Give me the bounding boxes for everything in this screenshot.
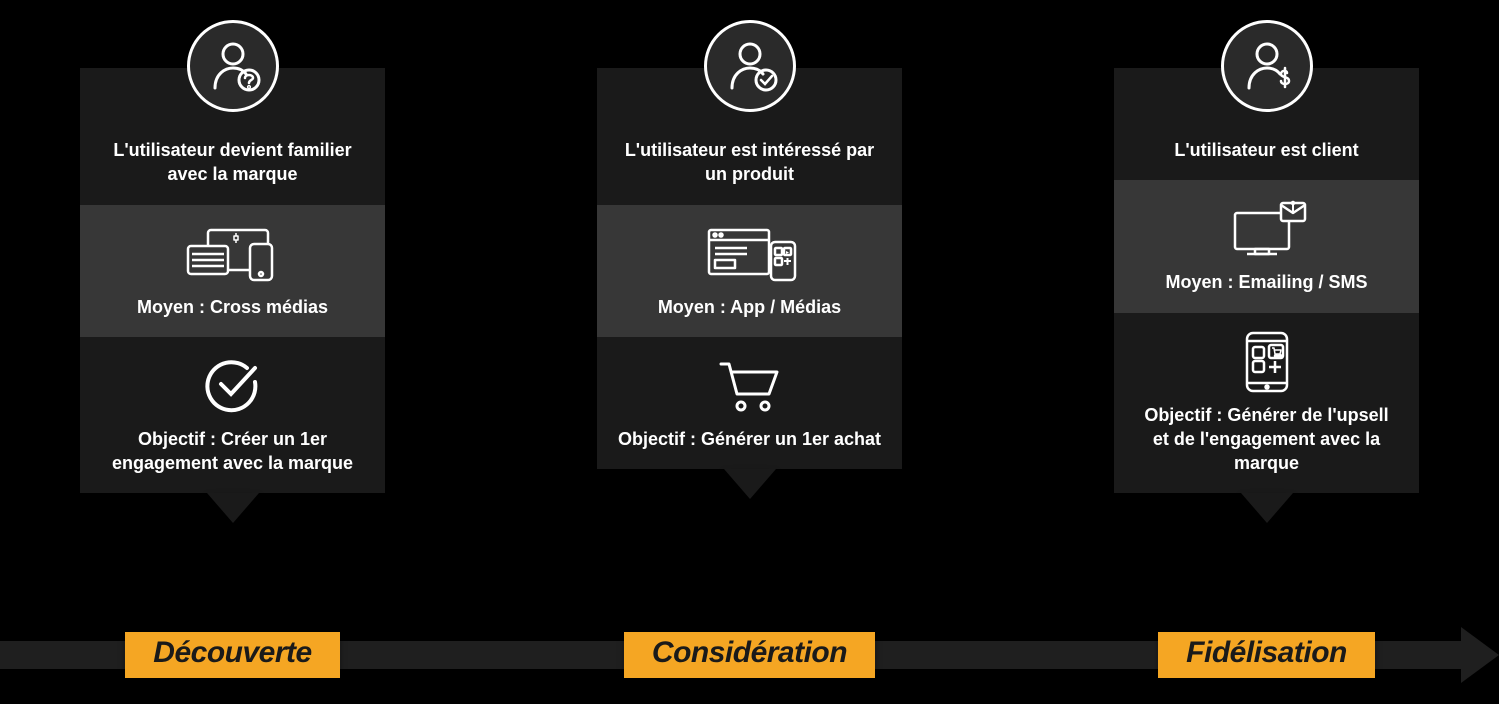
cross-media-icon (178, 224, 288, 284)
means-loyalty: Moyen : Emailing / SMS (1114, 180, 1419, 312)
card-consideration: L'utilisateur est intéressé par un produ… (597, 68, 902, 469)
objective-text-discovery: Objectif : Créer un 1er engagement avec … (100, 427, 365, 476)
means-consideration: Moyen : App / Médias (597, 205, 902, 337)
avatar-consideration (704, 20, 796, 112)
user-question-icon (205, 38, 261, 94)
description-consideration: L'utilisateur est intéressé par un produ… (597, 124, 902, 205)
means-discovery: Moyen : Cross médias (80, 205, 385, 337)
app-media-icon (695, 224, 805, 284)
pointer-consideration (724, 469, 776, 499)
card-discovery: L'utilisateur devient familier avec la m… (80, 68, 385, 493)
objective-loyalty: Objectif : Générer de l'upsell et de l'e… (1114, 313, 1419, 494)
user-dollar-icon (1239, 38, 1295, 94)
shopping-cart-icon (715, 356, 785, 416)
means-text-loyalty: Moyen : Emailing / SMS (1134, 270, 1399, 294)
label-discovery: Découverte (125, 632, 339, 678)
stage-container: L'utilisateur devient familier avec la m… (0, 0, 1499, 523)
check-circle-icon (203, 356, 263, 416)
means-text-consideration: Moyen : App / Médias (617, 295, 882, 319)
stage-consideration: L'utilisateur est intéressé par un produ… (597, 68, 902, 523)
upsell-app-icon (1237, 327, 1297, 397)
objective-discovery: Objectif : Créer un 1er engagement avec … (80, 337, 385, 494)
email-sms-icon (1217, 199, 1317, 259)
pointer-loyalty (1241, 493, 1293, 523)
label-loyalty: Fidélisation (1158, 632, 1375, 678)
means-text-discovery: Moyen : Cross médias (100, 295, 365, 319)
objective-text-loyalty: Objectif : Générer de l'upsell et de l'e… (1134, 403, 1399, 476)
user-check-icon (722, 38, 778, 94)
objective-consideration: Objectif : Générer un 1er achat (597, 337, 902, 469)
label-consideration: Considération (624, 632, 875, 678)
description-discovery: L'utilisateur devient familier avec la m… (80, 124, 385, 205)
card-loyalty: L'utilisateur est client (1114, 68, 1419, 493)
description-loyalty: L'utilisateur est client (1114, 124, 1419, 180)
pointer-discovery (207, 493, 259, 523)
avatar-discovery (187, 20, 279, 112)
avatar-loyalty (1221, 20, 1313, 112)
objective-text-consideration: Objectif : Générer un 1er achat (617, 427, 882, 451)
stage-labels: Découverte Considération Fidélisation (0, 632, 1499, 678)
stage-discovery: L'utilisateur devient familier avec la m… (80, 68, 385, 523)
stage-loyalty: L'utilisateur est client (1114, 68, 1419, 523)
